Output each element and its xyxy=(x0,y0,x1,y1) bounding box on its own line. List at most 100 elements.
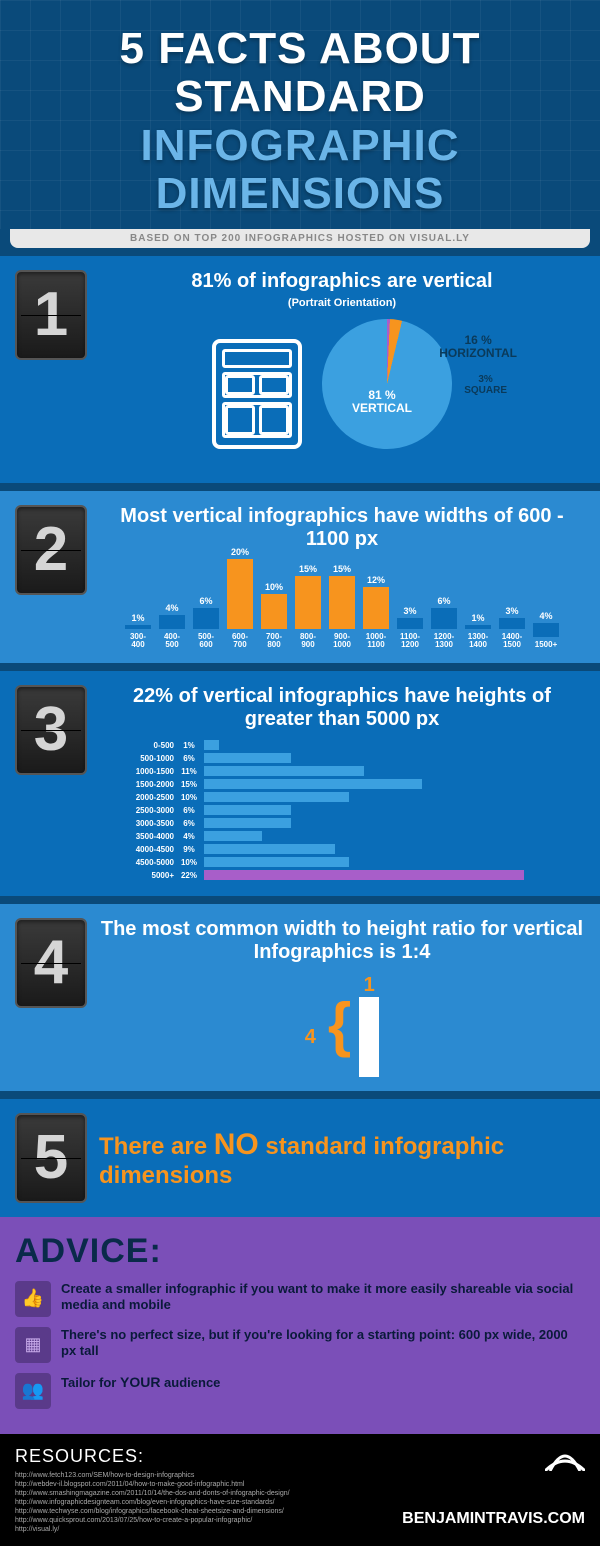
hbar-label: 3000-3500 xyxy=(119,819,174,828)
pie-label-vertical: 81 %VERTICAL xyxy=(352,389,412,415)
bar-label: 1400-1500 xyxy=(502,633,522,649)
bar-label: 1500+ xyxy=(535,641,557,649)
pie-label-horizontal: 16 %HORIZONTAL xyxy=(439,334,517,360)
title-line1: 5 FACTS ABOUT STANDARD xyxy=(120,24,481,121)
width-bar-chart: 1%300-4004%400-5006%500-60020%600-70010%… xyxy=(99,559,585,649)
bar-column: 6%500-600 xyxy=(190,596,222,649)
bar-column: 15% 800-900 xyxy=(292,564,324,649)
bar-label: 300-400 xyxy=(130,633,146,649)
bar-rect xyxy=(533,623,559,637)
hbar-row: 2500-3000 6% xyxy=(119,804,585,817)
fact-4-number-tile: 4 xyxy=(15,918,87,1008)
hbar-row: 0-5001% xyxy=(119,739,585,752)
fact-1-number-tile: 1 xyxy=(15,270,87,360)
fact-5-number-tile: 5 xyxy=(15,1113,87,1203)
bar-pct: 4% xyxy=(539,611,552,621)
bar-column: 4% 1500+ xyxy=(530,611,562,649)
bar-column: 15%900-1000 xyxy=(326,564,358,649)
bar-rect xyxy=(329,576,355,629)
hbar-label: 1500-2000 xyxy=(119,780,174,789)
bar-column: 3% 1400-1500 xyxy=(496,606,528,649)
hbar-rect xyxy=(204,870,524,880)
hbar-rect xyxy=(204,766,364,776)
advice-item: 👥Tailor for YOUR audience xyxy=(15,1373,585,1409)
hbar-pct: 9% xyxy=(178,845,200,854)
bar-rect xyxy=(295,576,321,629)
fact-1: 1 81% of infographics are vertical (Port… xyxy=(0,256,600,483)
hbar-pct: 22% xyxy=(178,871,200,880)
bar-rect xyxy=(499,618,525,629)
bar-rect xyxy=(125,625,151,629)
hbar-pct: 6% xyxy=(178,806,200,815)
height-bar-chart: 0-5001%500-10006%1000-150011%1500-200015… xyxy=(119,739,585,882)
footer: RESOURCES: http://www.fetch123.com/SEM/h… xyxy=(0,1434,600,1546)
bar-label: 1200-1300 xyxy=(434,633,454,649)
hbar-pct: 6% xyxy=(178,819,200,828)
bar-pct: 1% xyxy=(131,613,144,623)
hbar-pct: 1% xyxy=(178,741,200,750)
bar-pct: 12% xyxy=(367,575,385,585)
resource-link: http://www.techwyse.com/blog/infographic… xyxy=(15,1507,290,1516)
hbar-pct: 10% xyxy=(178,858,200,867)
bar-label: 800-900 xyxy=(300,633,316,649)
hbar-label: 2500-3000 xyxy=(119,806,174,815)
fact-4-title: The most common width to height ratio fo… xyxy=(99,918,585,964)
hbar-row: 4500-5000 10% xyxy=(119,856,585,869)
bar-column: 1% 300-400 xyxy=(122,613,154,649)
bar-label: 900-1000 xyxy=(333,633,351,649)
fact-2-num: 2 xyxy=(34,519,68,581)
bar-rect xyxy=(227,559,253,629)
hbar-row: 5000+ 22% xyxy=(119,869,585,882)
bar-column: 4%400-500 xyxy=(156,603,188,649)
fact-2-title: Most vertical infographics have widths o… xyxy=(99,505,585,551)
bar-column: 20%600-700 xyxy=(224,547,256,649)
advice-icon: ▦ xyxy=(15,1327,51,1363)
ratio-height: 4 xyxy=(305,1026,316,1049)
bar-column: 3%1100-1200 xyxy=(394,606,426,649)
bar-pct: 1% xyxy=(471,613,484,623)
subtitle: BASED ON TOP 200 INFOGRAPHICS HOSTED ON … xyxy=(10,229,590,248)
bar-rect xyxy=(159,615,185,629)
bar-label: 600-700 xyxy=(232,633,248,649)
brand-name: BENJAMINTRAVIS.COM xyxy=(402,1510,585,1528)
hbar-rect xyxy=(204,779,422,789)
fact-1-title: 81% of infographics are vertical xyxy=(99,270,585,293)
fact-4: 4 The most common width to height ratio … xyxy=(0,904,600,1091)
bar-label: 1100-1200 xyxy=(400,633,420,649)
bar-column: 1% 1300-1400 xyxy=(462,613,494,649)
title-line3: DIMENSIONS xyxy=(156,169,445,218)
bar-pct: 6% xyxy=(437,596,450,606)
bar-pct: 6% xyxy=(199,596,212,606)
bar-pct: 3% xyxy=(505,606,518,616)
bar-rect xyxy=(363,587,389,629)
hbar-pct: 4% xyxy=(178,832,200,841)
title-line2: INFOGRAPHIC xyxy=(141,121,460,170)
advice-section: ADVICE: 👍Create a smaller infographic if… xyxy=(0,1217,600,1434)
hbar-label: 500-1000 xyxy=(119,754,174,763)
bar-pct: 15% xyxy=(299,564,317,574)
brand-logo-icon xyxy=(545,1446,585,1471)
hbar-rect xyxy=(204,831,262,841)
bar-label: 1000-1100 xyxy=(366,633,386,649)
fact-2-number-tile: 2 xyxy=(15,505,87,595)
advice-item: ▦ There's no perfect size, but if you're … xyxy=(15,1327,585,1363)
advice-text: There's no perfect size, but if you're l… xyxy=(61,1327,585,1361)
fact-5-title: There are NO standard infographic dimens… xyxy=(99,1128,585,1190)
fact-4-num: 4 xyxy=(34,932,68,994)
bar-column: 10%700-800 xyxy=(258,582,290,649)
advice-text: Tailor for YOUR audience xyxy=(61,1373,220,1392)
resource-link: http://visual.ly/ xyxy=(15,1525,290,1534)
bar-rect xyxy=(431,608,457,629)
hbar-rect xyxy=(204,844,335,854)
main-title: 5 FACTS ABOUT STANDARD INFOGRAPHIC DIMEN… xyxy=(15,25,585,219)
hbar-row: 3000-3500 6% xyxy=(119,817,585,830)
advice-item: 👍Create a smaller infographic if you wan… xyxy=(15,1281,585,1317)
bar-label: 1300-1400 xyxy=(468,633,488,649)
hbar-label: 4500-5000 xyxy=(119,858,174,867)
hbar-pct: 6% xyxy=(178,754,200,763)
hbar-label: 5000+ xyxy=(119,871,174,880)
advice-header: ADVICE: xyxy=(15,1232,585,1271)
hbar-label: 1000-1500 xyxy=(119,767,174,776)
bar-rect xyxy=(465,625,491,629)
fact-1-num: 1 xyxy=(34,284,68,346)
